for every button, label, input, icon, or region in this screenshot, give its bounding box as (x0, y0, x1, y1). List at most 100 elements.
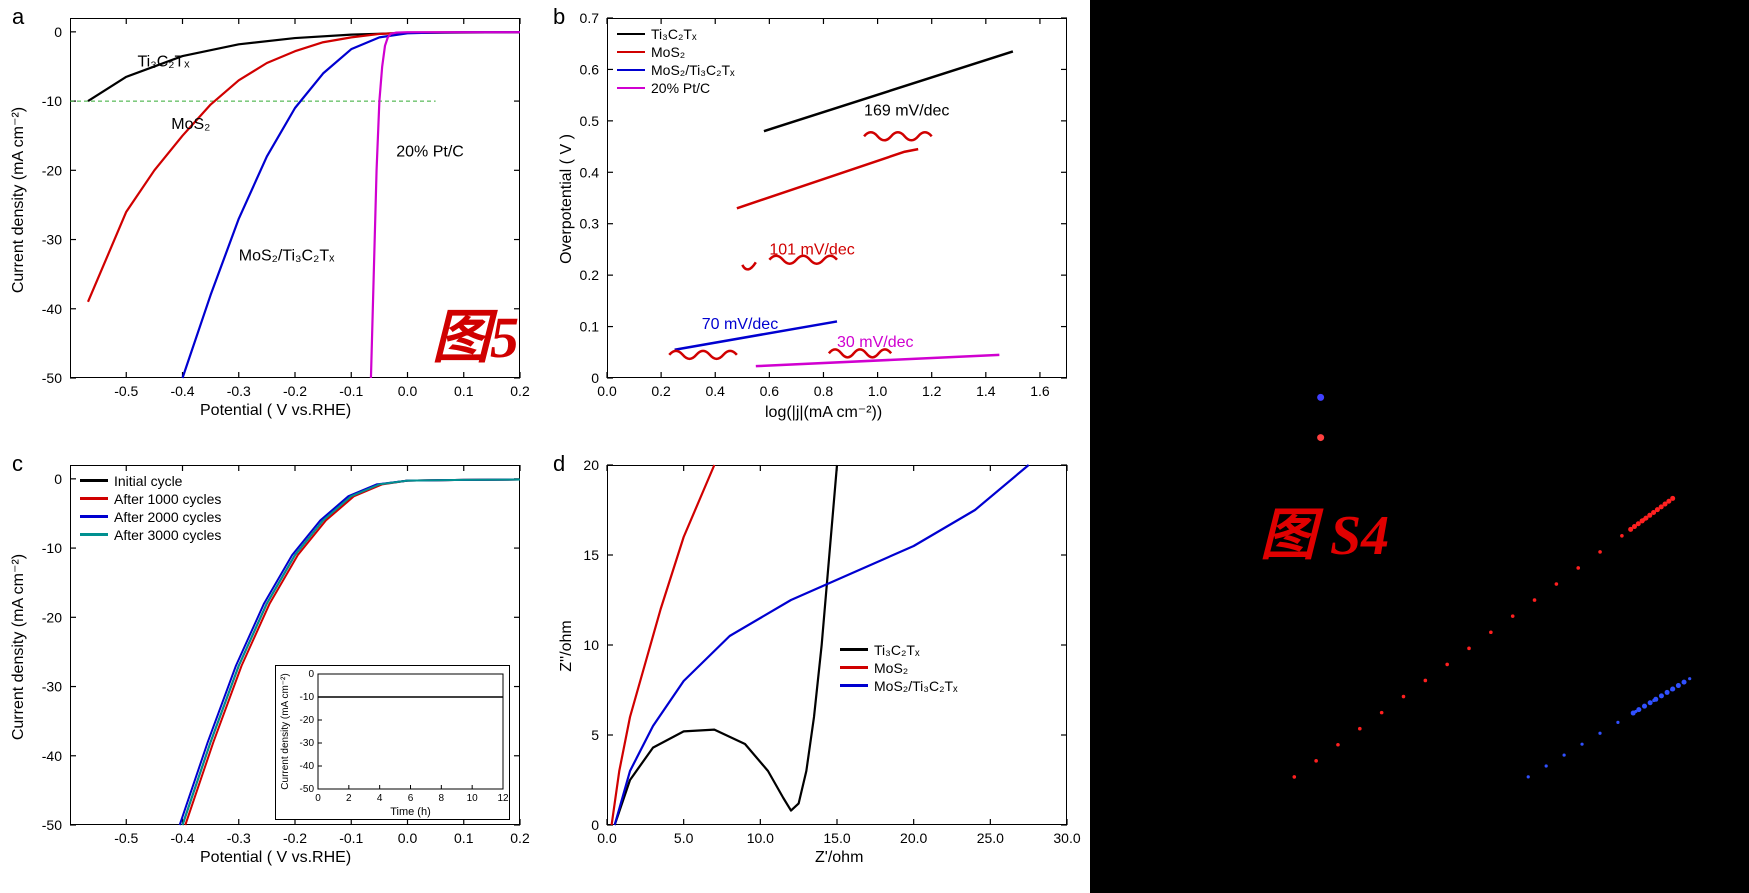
legend-label: Initial cycle (114, 473, 182, 489)
handwriting-a: 图5 (432, 290, 519, 374)
panel-label-c: c (12, 451, 23, 477)
chart-panel-c: c -0.5-0.4-0.3-0.2-0.10.00.10.2-50-40-30… (0, 447, 545, 893)
legend-label: Ti₃C₂Tₓ (874, 642, 920, 658)
svg-text:-0.4: -0.4 (170, 830, 194, 846)
svg-text:1.2: 1.2 (922, 383, 942, 399)
svg-text:-0.4: -0.4 (170, 383, 194, 399)
svg-text:-20: -20 (42, 609, 62, 625)
svg-text:10: 10 (467, 793, 479, 804)
legend-item: Ti₃C₂Tₓ (617, 26, 735, 42)
svg-text:0.6: 0.6 (580, 61, 600, 77)
svg-text:-30: -30 (300, 738, 315, 749)
svg-text:-0.5: -0.5 (114, 383, 138, 399)
svg-text:0.3: 0.3 (580, 216, 600, 232)
svg-text:20: 20 (583, 457, 599, 473)
legend-swatch (80, 533, 108, 536)
svg-text:0.2: 0.2 (510, 383, 530, 399)
svg-text:0: 0 (315, 793, 321, 804)
svg-text:-30: -30 (42, 232, 62, 248)
svg-text:0.4: 0.4 (580, 164, 600, 180)
xlabel-b: log(|j|(mA cm⁻²)) (765, 402, 882, 422)
svg-text:-10: -10 (42, 93, 62, 109)
svg-text:-20: -20 (300, 715, 315, 726)
svg-text:0: 0 (591, 817, 599, 833)
legend-label: MoS₂/Ti₃C₂Tₓ (874, 678, 958, 694)
chart-panel-d: d 0.05.010.015.020.025.030.005101520 Z''… (545, 447, 1090, 893)
svg-text:0.4: 0.4 (706, 383, 726, 399)
svg-text:0: 0 (308, 669, 314, 680)
chart-panel-a: a -0.5-0.4-0.3-0.2-0.10.00.10.2-50-40-30… (0, 0, 545, 447)
svg-text:12: 12 (497, 793, 509, 804)
svg-text:-10: -10 (300, 692, 315, 703)
svg-text:20.0: 20.0 (900, 830, 927, 846)
svg-text:0.0: 0.0 (398, 830, 418, 846)
legend-swatch (617, 51, 645, 54)
svg-text:0.8: 0.8 (814, 383, 834, 399)
handwriting-right: 图 S4 (1260, 490, 1389, 571)
legend-d: Ti₃C₂Tₓ MoS₂ MoS₂/Ti₃C₂Tₓ (840, 642, 958, 696)
svg-text:-50: -50 (42, 370, 62, 386)
svg-text:0.7: 0.7 (580, 10, 600, 26)
svg-text:Current density (mA cm⁻²): Current density (mA cm⁻²) (280, 673, 291, 789)
svg-text:25.0: 25.0 (977, 830, 1004, 846)
inset-c: 024681012-50-40-30-20-100Time (h)Current… (275, 665, 510, 820)
ylabel-d: Z''/ohm (558, 546, 576, 746)
legend-label: After 2000 cycles (114, 509, 221, 525)
svg-text:0: 0 (54, 470, 62, 486)
legend-swatch (80, 515, 108, 518)
svg-text:-40: -40 (42, 301, 62, 317)
svg-text:0: 0 (591, 370, 599, 386)
legend-item: 20% Pt/C (617, 80, 735, 96)
ylabel-b: Overpotential ( V ) (558, 99, 576, 299)
svg-text:4: 4 (377, 793, 383, 804)
svg-text:15.0: 15.0 (823, 830, 850, 846)
svg-text:0: 0 (54, 24, 62, 40)
legend-swatch (840, 666, 868, 669)
svg-text:-0.3: -0.3 (227, 830, 251, 846)
legend-item: MoS₂ (617, 44, 735, 60)
ylabel-a: Current density (mA cm⁻²) (8, 100, 28, 300)
legend-item: After 3000 cycles (80, 527, 221, 543)
legend-item: MoS₂/Ti₃C₂Tₓ (617, 62, 735, 78)
legend-item: MoS₂ (840, 660, 958, 676)
svg-text:1.4: 1.4 (976, 383, 996, 399)
legend-item: Ti₃C₂Tₓ (840, 642, 958, 658)
svg-text:-10: -10 (42, 540, 62, 556)
legend-c: Initial cycle After 1000 cycles After 2000… (80, 473, 221, 545)
legend-label: MoS₂/Ti₃C₂Tₓ (651, 62, 735, 78)
svg-text:0.0: 0.0 (597, 383, 617, 399)
svg-text:0.0: 0.0 (597, 830, 617, 846)
svg-inset: 024681012-50-40-30-20-100Time (h)Current… (276, 666, 511, 821)
panel-label-a: a (12, 4, 24, 30)
svg-text:-50: -50 (42, 817, 62, 833)
legend-item: After 2000 cycles (80, 509, 221, 525)
xlabel-a: Potential ( V vs.RHE) (200, 402, 351, 420)
svg-text:Time (h): Time (h) (390, 806, 431, 818)
legend-item: After 1000 cycles (80, 491, 221, 507)
svg-text:0.6: 0.6 (760, 383, 780, 399)
svg-text:0.2: 0.2 (580, 267, 600, 283)
panel-label-b: b (553, 4, 565, 30)
legend-label: MoS₂ (874, 660, 908, 676)
xlabel-c: Potential ( V vs.RHE) (200, 849, 351, 867)
legend-label: 20% Pt/C (651, 80, 710, 96)
svg-text:0.2: 0.2 (651, 383, 671, 399)
svg-text:0.2: 0.2 (510, 830, 530, 846)
svg-text:-40: -40 (300, 761, 315, 772)
svg-text:2: 2 (346, 793, 352, 804)
legend-swatch (617, 33, 645, 36)
legend-b: Ti₃C₂Tₓ MoS₂ MoS₂/Ti₃C₂Tₓ 20% Pt/C (617, 26, 735, 98)
svg-text:0.5: 0.5 (580, 113, 600, 129)
svg-text:8: 8 (439, 793, 445, 804)
svg-text:-0.5: -0.5 (114, 830, 138, 846)
svg-text:-50: -50 (300, 784, 315, 795)
svg-text:30.0: 30.0 (1053, 830, 1080, 846)
legend-swatch (617, 69, 645, 72)
svg-text:-0.2: -0.2 (283, 383, 307, 399)
legend-label: Ti₃C₂Tₓ (651, 26, 697, 42)
legend-swatch (840, 684, 868, 687)
svg-text:-40: -40 (42, 747, 62, 763)
svg-text:-0.3: -0.3 (227, 383, 251, 399)
svg-text:5: 5 (591, 727, 599, 743)
svg-text:0.0: 0.0 (398, 383, 418, 399)
